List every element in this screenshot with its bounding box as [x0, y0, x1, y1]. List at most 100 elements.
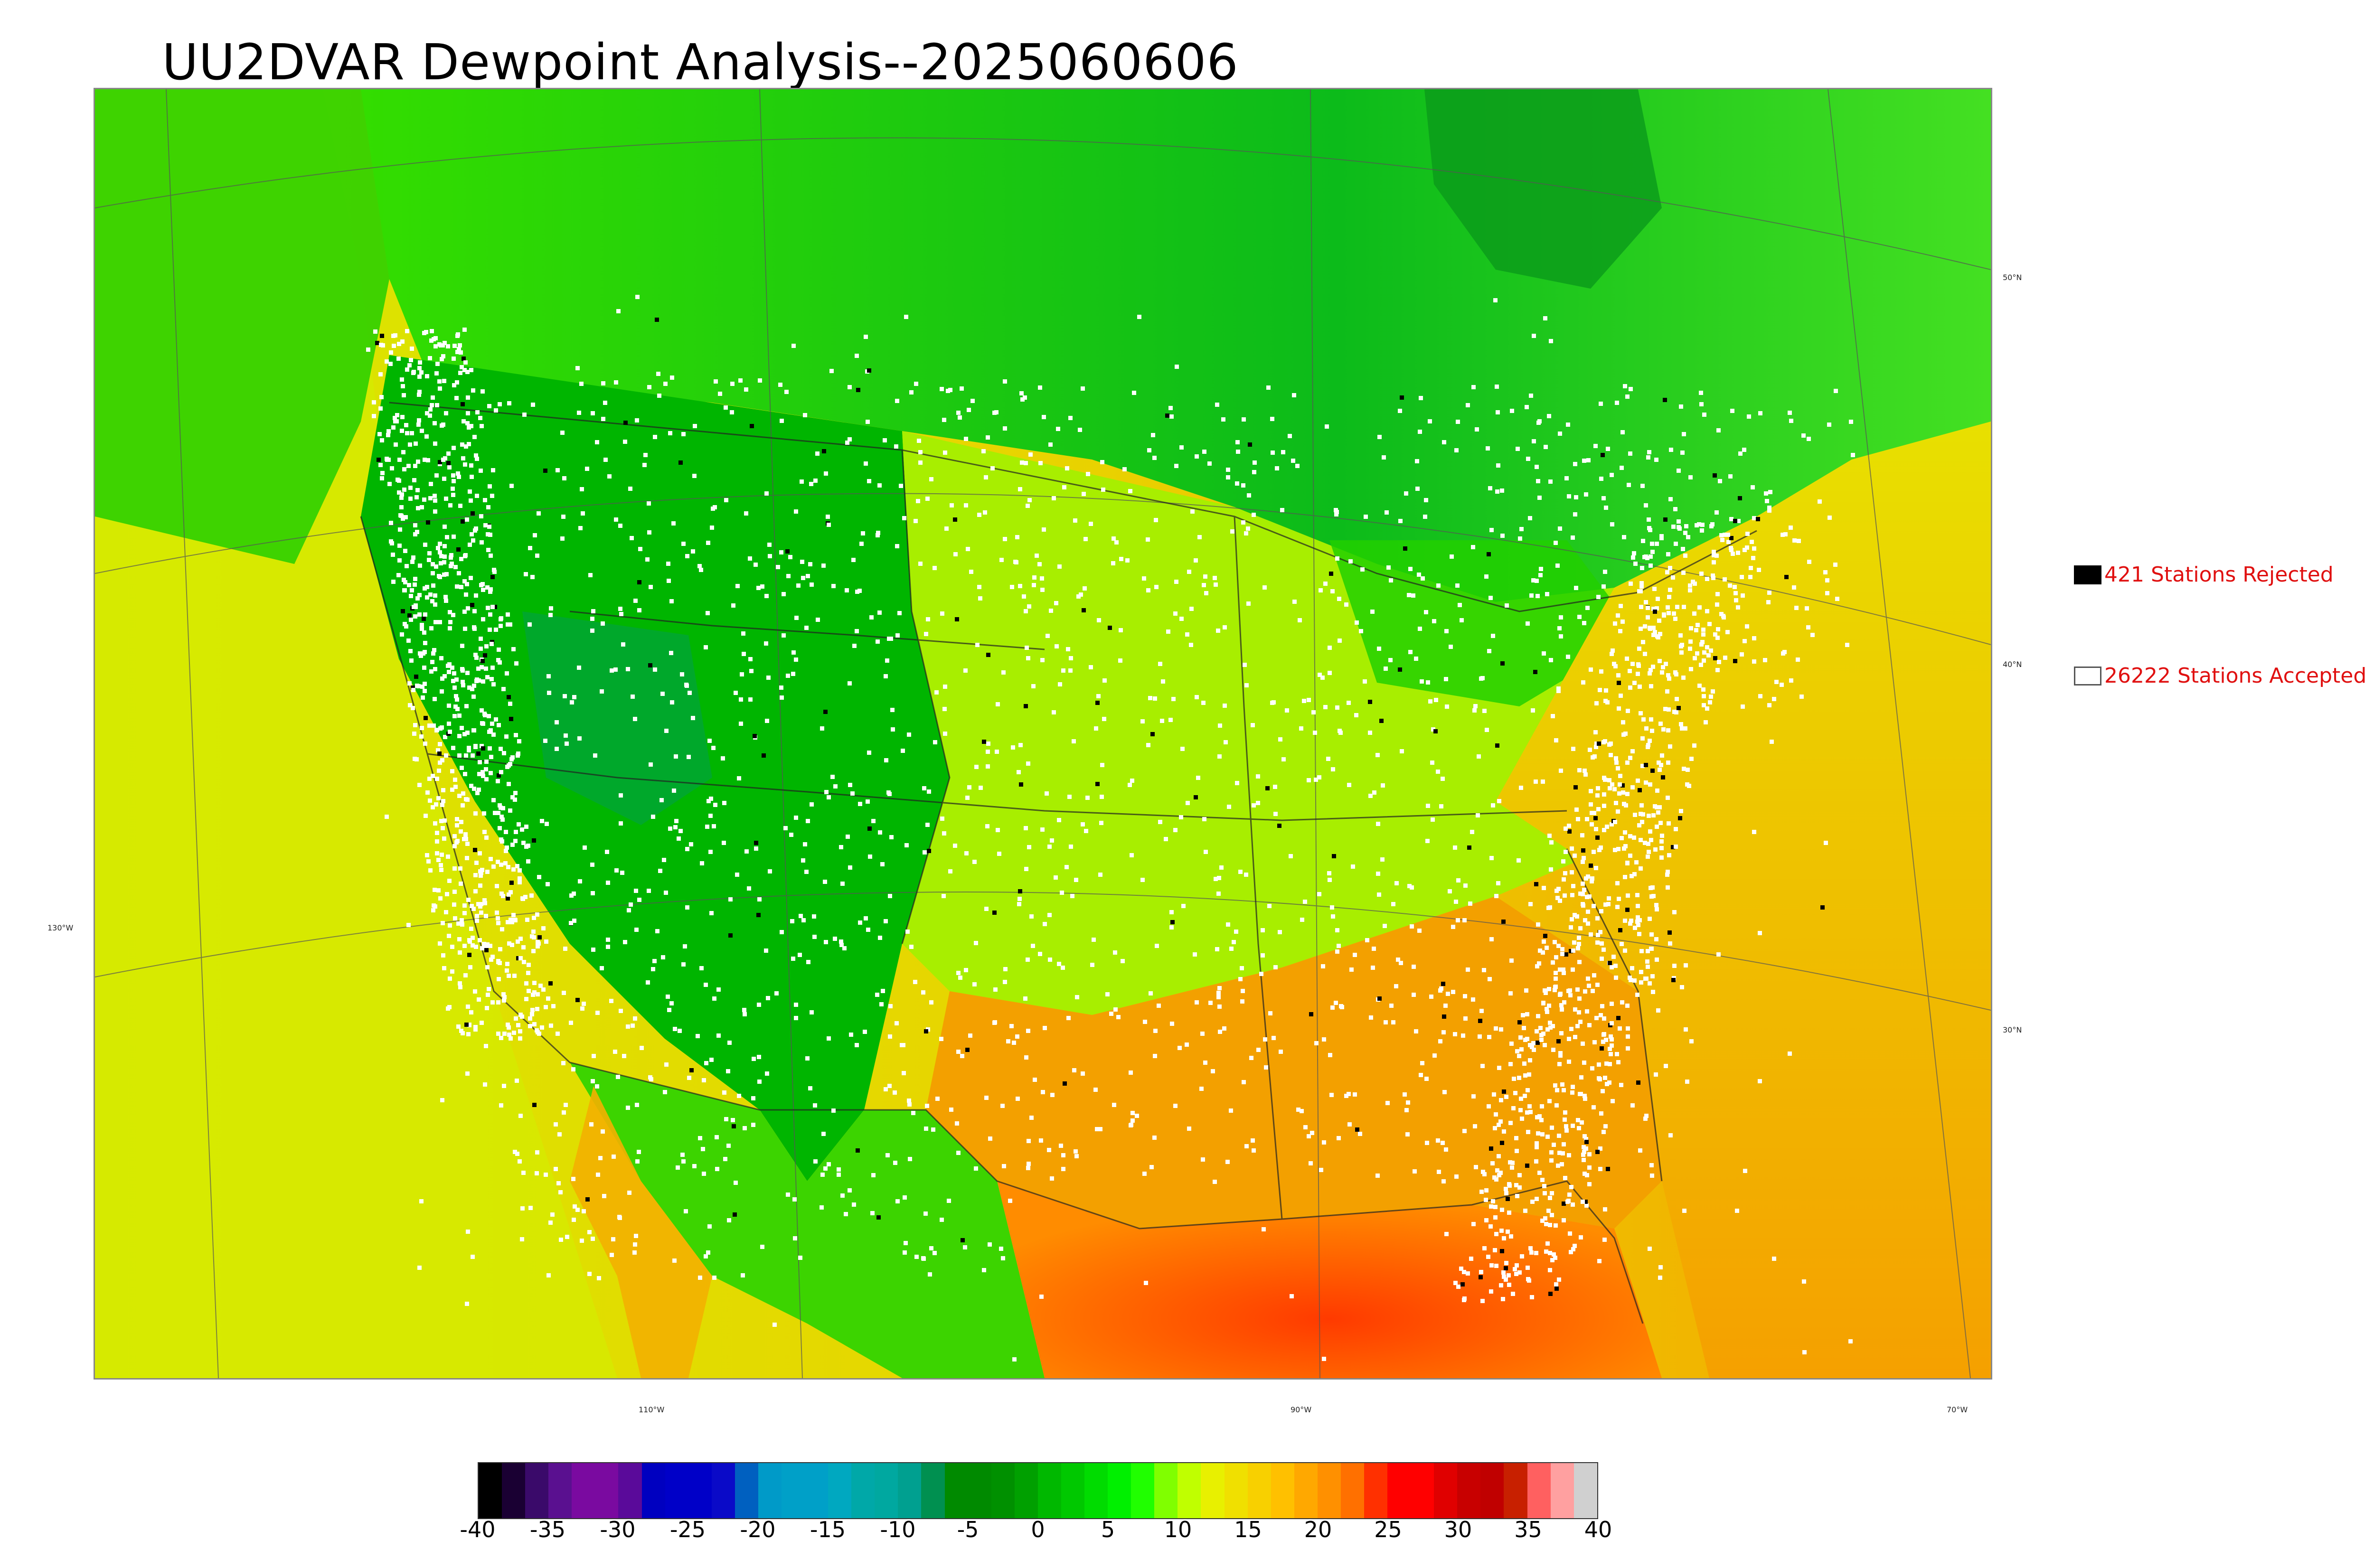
accepted-station-marker [1683, 726, 1687, 731]
accepted-station-marker [461, 456, 465, 460]
accepted-station-marker [1173, 1104, 1178, 1108]
rejected-station-marker [1713, 473, 1717, 478]
accepted-station-marker [740, 672, 744, 676]
accepted-station-marker [918, 450, 923, 454]
accepted-station-marker [439, 819, 443, 823]
accepted-station-marker [452, 446, 456, 450]
accepted-station-marker [1641, 717, 1646, 722]
accepted-station-marker [1482, 709, 1487, 713]
accepted-station-marker [1137, 315, 1141, 319]
accepted-station-marker [1583, 1172, 1587, 1176]
accepted-station-marker [943, 685, 947, 689]
accepted-station-marker [1792, 538, 1797, 543]
accepted-station-marker [1173, 828, 1178, 832]
accepted-station-marker [1414, 657, 1418, 661]
accepted-station-marker [457, 571, 461, 575]
accepted-station-marker [1444, 677, 1448, 681]
accepted-station-marker [398, 513, 403, 517]
rejected-station-marker [623, 421, 628, 425]
accepted-station-marker [1683, 554, 1687, 558]
accepted-station-marker [1566, 1199, 1571, 1203]
accepted-station-marker [1774, 680, 1779, 684]
accepted-station-marker [1144, 1281, 1148, 1285]
accepted-station-marker [419, 370, 424, 375]
accepted-station-marker [469, 576, 473, 580]
accepted-station-marker [1559, 1031, 1564, 1035]
accepted-station-marker [1230, 529, 1234, 534]
accepted-station-marker [922, 1257, 926, 1261]
colorbar-segment [711, 1463, 735, 1518]
accepted-station-marker [420, 623, 424, 627]
accepted-station-marker [1043, 922, 1047, 926]
accepted-station-marker [813, 1159, 818, 1164]
accepted-station-marker [495, 884, 499, 888]
accepted-station-marker [1057, 962, 1061, 966]
accepted-station-marker [827, 795, 831, 799]
accepted-station-marker [505, 968, 509, 973]
accepted-station-marker [1581, 680, 1585, 685]
accepted-station-marker [1591, 755, 1595, 760]
accepted-station-marker [1375, 753, 1380, 757]
accepted-station-marker [764, 641, 768, 646]
accepted-station-marker [602, 1194, 606, 1198]
accepted-station-marker [407, 583, 411, 587]
accepted-station-marker [510, 755, 515, 760]
rejected-station-marker [537, 935, 542, 939]
station-markers [366, 295, 1855, 1361]
accepted-station-marker [465, 421, 470, 425]
accepted-station-marker [399, 505, 404, 509]
accepted-station-marker [925, 497, 930, 501]
accepted-station-marker [810, 582, 814, 587]
accepted-station-marker [456, 921, 461, 926]
accepted-station-marker [406, 638, 411, 643]
accepted-station-marker [821, 1132, 826, 1136]
accepted-station-marker [1639, 627, 1643, 631]
accepted-station-marker [1653, 804, 1657, 808]
accepted-station-marker [1600, 941, 1604, 946]
rejected-station-marker [982, 740, 986, 744]
accepted-station-marker [1349, 967, 1354, 972]
accepted-station-marker [1586, 458, 1591, 462]
rejected-station-marker [965, 1048, 970, 1052]
accepted-station-marker [731, 1118, 735, 1122]
accepted-station-marker [607, 474, 612, 479]
accepted-station-marker [1646, 455, 1650, 460]
accepted-station-marker [1688, 475, 1693, 479]
accepted-station-marker [791, 344, 796, 348]
accepted-station-marker [1805, 606, 1809, 610]
accepted-station-marker [1347, 701, 1351, 705]
accepted-station-marker [1424, 498, 1428, 502]
accepted-station-marker [605, 850, 609, 854]
accepted-station-marker [1655, 907, 1659, 911]
accepted-station-marker [400, 429, 404, 433]
rejected-station-marker [762, 753, 766, 758]
accepted-station-marker [1278, 737, 1282, 742]
colorbar-segment [1550, 1463, 1574, 1518]
accepted-station-marker [1625, 861, 1630, 865]
accepted-station-marker [1031, 944, 1035, 948]
accepted-station-marker [557, 1132, 562, 1136]
accepted-station-marker [433, 620, 438, 624]
accepted-station-marker [855, 590, 859, 594]
accepted-station-marker [1195, 454, 1199, 459]
accepted-station-marker [804, 870, 809, 874]
colorbar-tick-label: 30 [1444, 1517, 1472, 1542]
accepted-station-marker [491, 864, 496, 869]
accepted-station-marker [664, 891, 668, 895]
accepted-station-marker [1119, 557, 1123, 561]
accepted-station-marker [466, 1032, 471, 1036]
accepted-station-marker [1633, 562, 1638, 566]
accepted-station-marker [1040, 827, 1045, 832]
rejected-station-marker [471, 511, 475, 516]
accepted-station-marker [1719, 533, 1724, 537]
accepted-station-marker [1529, 593, 1534, 598]
colorbar-segment [1434, 1463, 1458, 1518]
accepted-station-marker [1261, 928, 1265, 932]
accepted-station-marker [423, 612, 427, 617]
accepted-station-marker [1543, 988, 1547, 993]
accepted-station-marker [1741, 704, 1745, 709]
accepted-station-marker [452, 671, 456, 676]
accepted-station-marker [409, 618, 413, 622]
accepted-station-marker [1290, 1294, 1294, 1298]
accepted-station-marker [1548, 1251, 1552, 1255]
